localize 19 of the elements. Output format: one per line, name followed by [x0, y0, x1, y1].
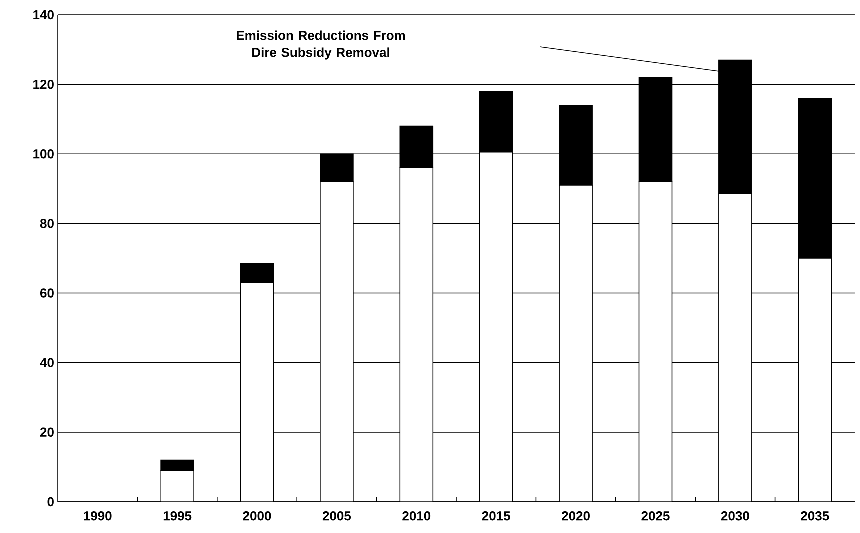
y-tick-label: 100 [34, 150, 54, 159]
y-tick-label: 80 [40, 219, 54, 228]
x-tick-label: 2035 [801, 512, 830, 521]
x-tick-label: 2015 [482, 512, 510, 521]
x-tick-label: 2005 [322, 512, 352, 521]
x-tick-label: 2020 [562, 512, 590, 521]
y-tick-label: 140 [34, 10, 54, 20]
y-tick-label: 0 [48, 497, 54, 507]
x-tick-label: 2025 [642, 512, 670, 521]
y-tick-label: 120 [34, 80, 54, 90]
x-tick-label: 1990 [84, 512, 112, 521]
x-tick-label: 2030 [721, 512, 750, 521]
annotation: Emission Reductions From Dire Subsidy Removal [237, 30, 406, 60]
y-tick-label: 60 [40, 288, 54, 298]
x-tick-label: 1995 [164, 512, 192, 521]
y-tick-label: 20 [40, 428, 54, 438]
y-tick-label: 40 [40, 358, 54, 368]
x-tick-label: 2010 [402, 512, 431, 521]
x-tick-label: 2000 [243, 512, 272, 521]
